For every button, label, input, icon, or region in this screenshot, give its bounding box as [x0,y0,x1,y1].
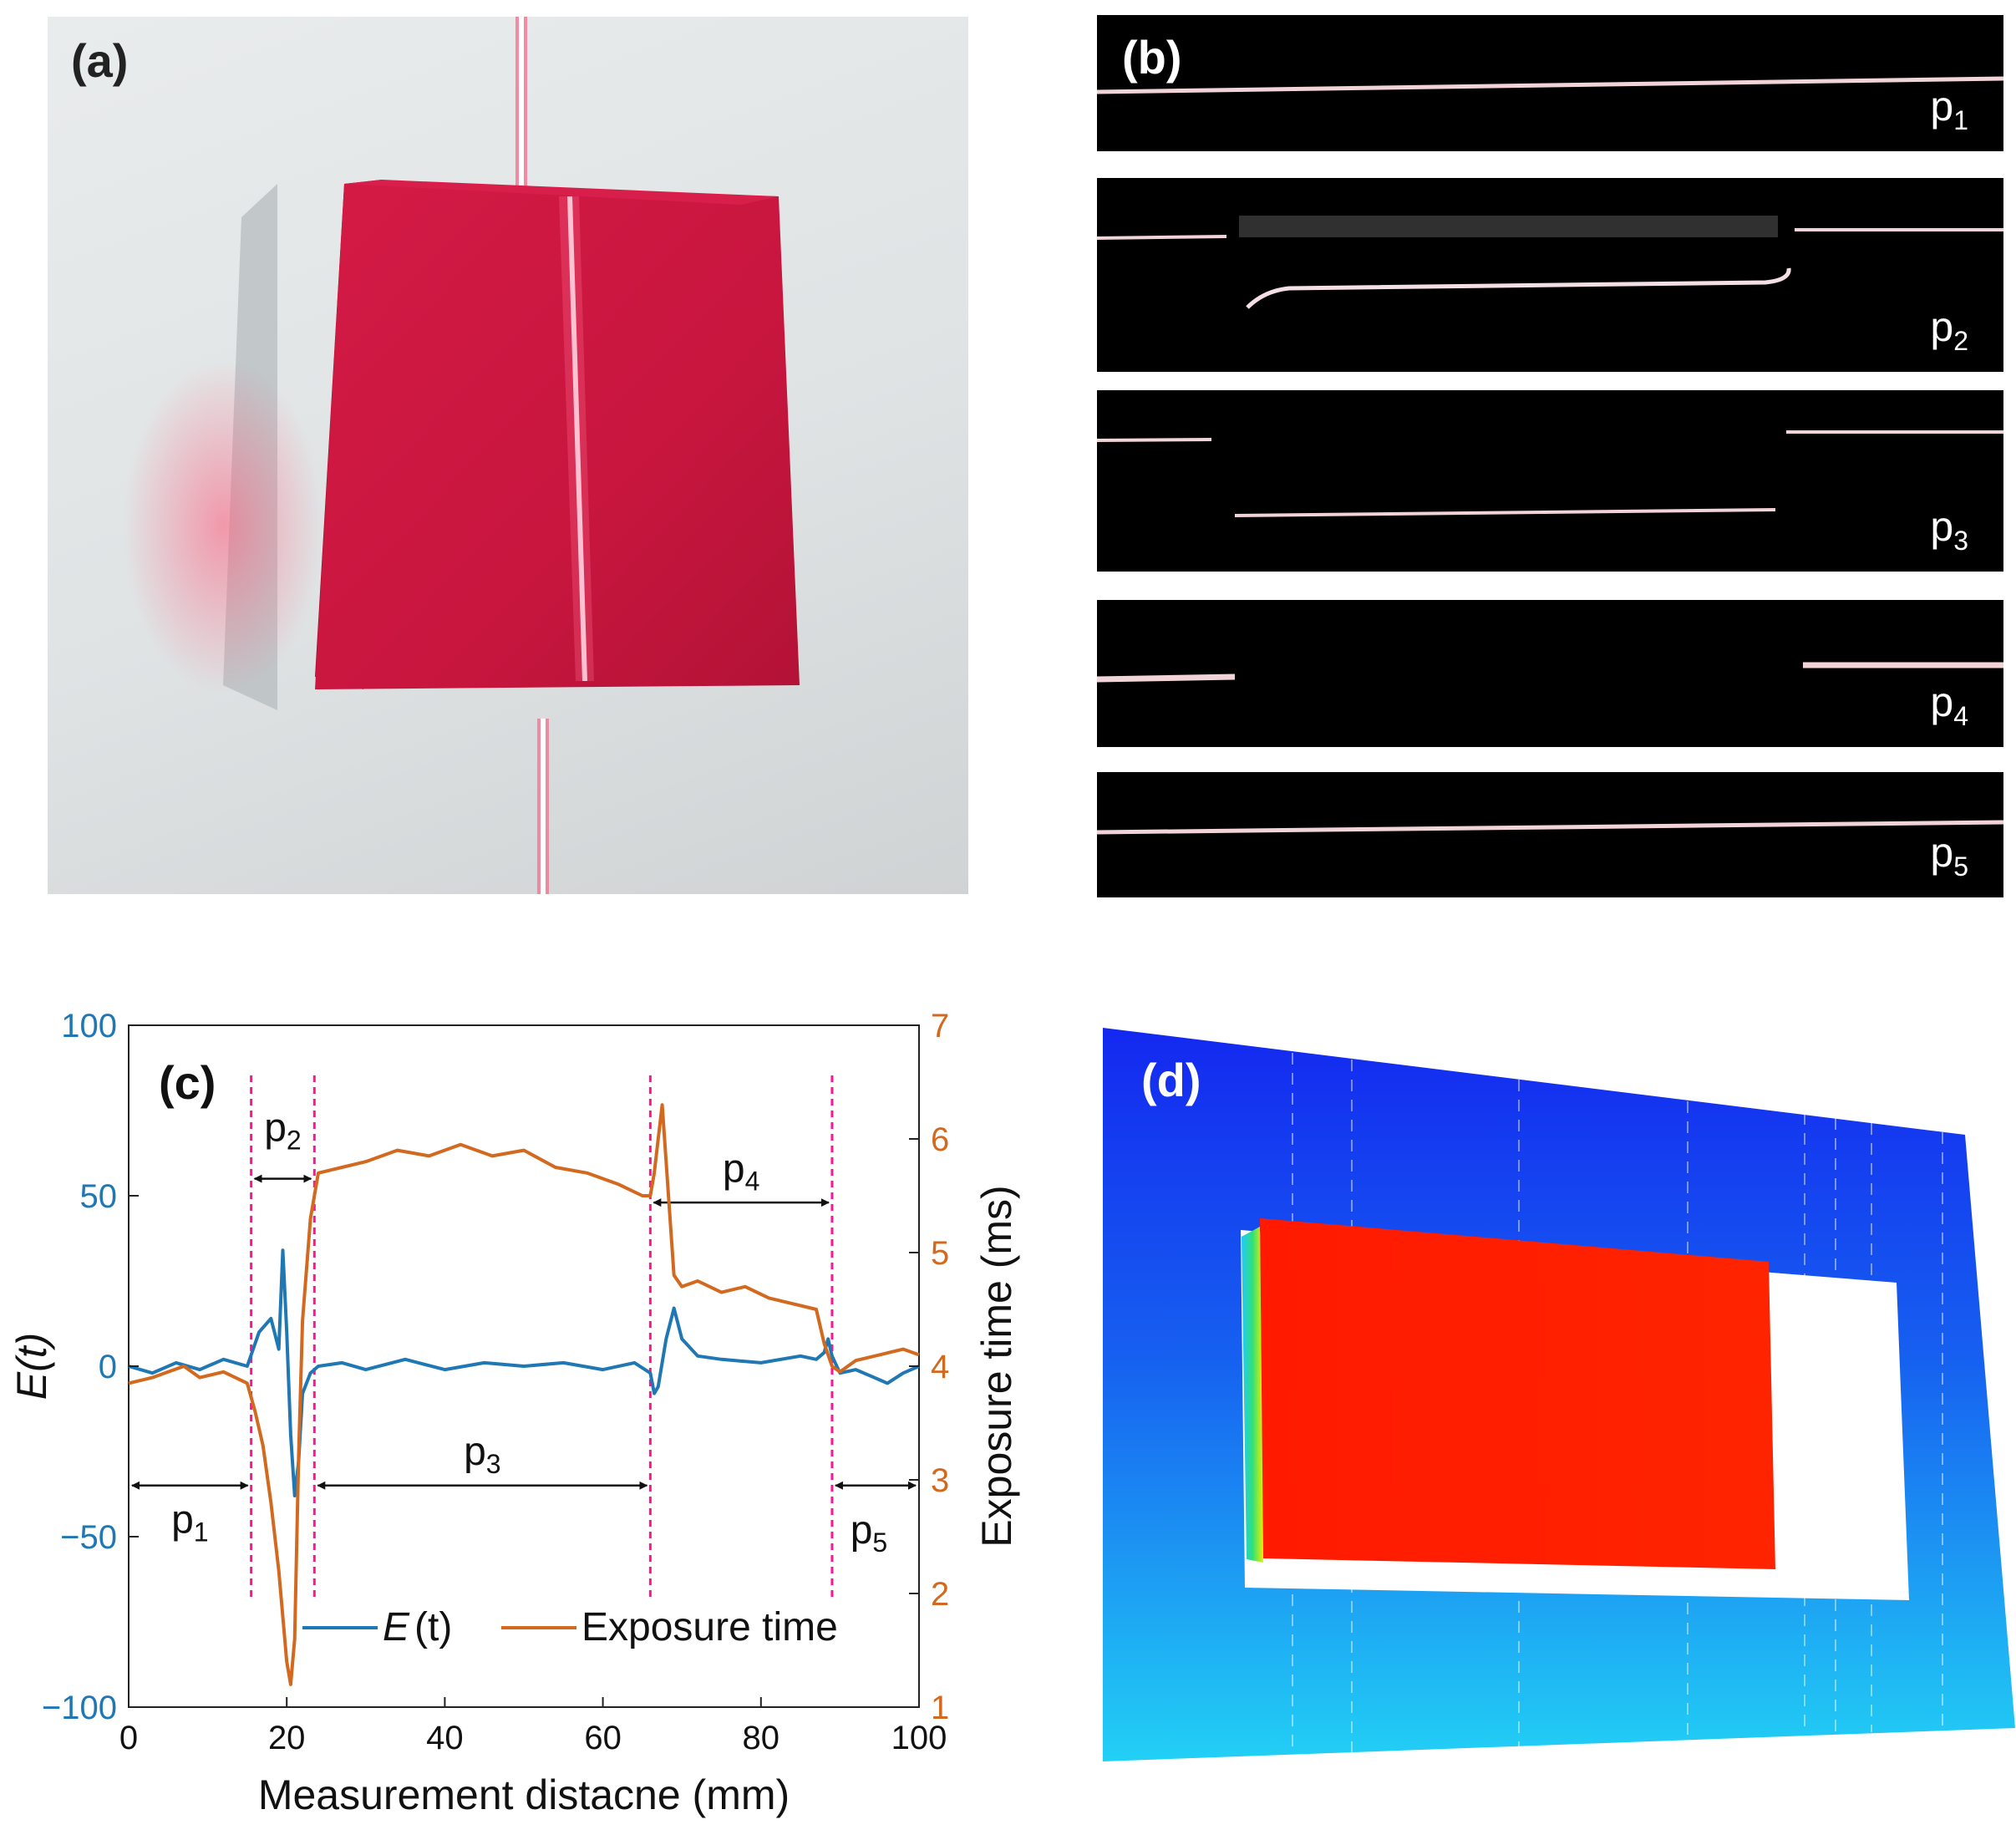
x-axis-label: Measurement distacne (mm) [258,1771,790,1818]
legend-exposure-label: Exposure time [581,1605,838,1649]
y-axis-left-label: E(t) [8,1333,55,1400]
panel-c-label: (c) [159,1056,216,1109]
pointcloud-graphic [1103,1028,2015,1761]
y-right-tick-label: 1 [931,1690,949,1726]
segment-label: p5 [851,1508,888,1558]
segment-label: p3 [464,1430,501,1479]
y-left-tick-label: −50 [60,1519,117,1556]
y-right-tick-label: 6 [931,1121,949,1158]
panel-c-chart: p1 p2 p3 p4 p5 0 20 40 60 80 100 100 50 0 −50 −100 7 6 5 4… [0,986,1069,1841]
stripe-image-p2: p2 [1097,178,2003,372]
y-right-tick-label: 2 [931,1576,949,1613]
panel-d-pointcloud: (d) [1086,1011,2016,1780]
segment-label: p4 [723,1146,760,1196]
y-left-tick-label: 50 [80,1178,118,1215]
x-tick-label: 100 [891,1720,947,1756]
x-tick-label: 0 [119,1720,138,1756]
chart-svg: p1 p2 p3 p4 p5 0 20 40 60 80 100 100 50 0 −50 −100 7 6 5 4… [8,1008,1020,1818]
series-line-exposure-time [128,1103,920,1686]
stripe-p5-label: p5 [1930,829,1968,882]
x-tick-label: 20 [268,1720,306,1756]
stripe-p1-graphic [1097,76,2003,94]
stripe-image-p4: p4 [1097,600,2003,747]
stripe-image-p3: p3 [1097,390,2003,572]
panel-a-label: (a) [71,34,129,87]
y-right-tick-label: 3 [931,1462,949,1499]
stripe-image-p5: p5 [1097,772,2003,897]
stripe-p2-label: p2 [1930,303,1968,356]
x-tick-label: 60 [584,1720,622,1756]
stripe-p2-graphic [1097,216,2003,309]
x-tick-label: 80 [743,1720,780,1756]
legend-e-label: E (t) [383,1605,452,1649]
y-right-tick-label: 7 [931,1008,949,1044]
stripe-p4-label: p4 [1930,679,1968,731]
panel-b-stripe-images: (b) p1 p2 p3 p4 p5 [1097,15,2003,897]
x-tick-label: 40 [426,1720,464,1756]
panel-a-photo: (a) [48,17,968,894]
y-left-tick-label: 0 [99,1349,117,1385]
stripe-p5-graphic [1097,820,2003,835]
stripe-p3-label: p3 [1930,503,1968,556]
stripe-p1-label: p1 [1930,83,1968,135]
stripe-image-p1: p1 [1097,15,2003,151]
stripe-p4-graphic [1097,662,2003,683]
stripe-p3-graphic [1097,430,2003,517]
y-right-tick-label: 4 [931,1349,949,1385]
legend: E (t) Exposure time [302,1605,838,1649]
segment-label: p1 [171,1498,209,1548]
y-left-tick-label: −100 [42,1690,117,1726]
y-left-tick-label: 100 [61,1008,117,1044]
y-axis-right-label: Exposure time (ms) [973,1185,1020,1547]
segment-label: p2 [264,1105,302,1155]
red-box-photo [123,17,800,894]
y-right-tick-label: 5 [931,1235,949,1272]
panel-d-label: (d) [1141,1054,1201,1106]
panel-b-label: (b) [1122,31,1182,84]
